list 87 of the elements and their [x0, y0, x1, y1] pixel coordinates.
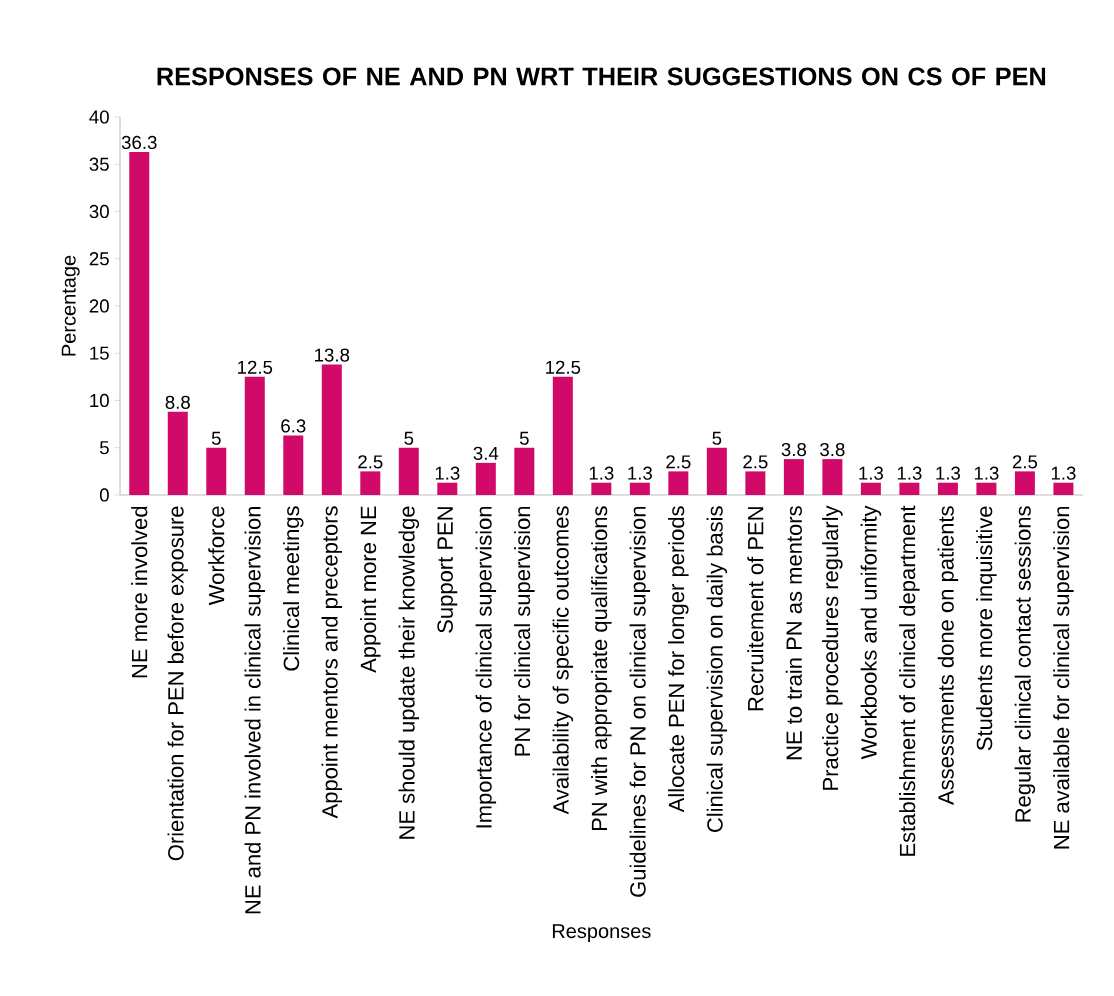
bar — [244, 376, 265, 495]
bar — [552, 376, 573, 495]
data-label: 1.3 — [589, 466, 614, 480]
bar — [206, 447, 227, 495]
y-tick-label: 40 — [89, 110, 109, 124]
data-label: 3.8 — [820, 442, 845, 457]
data-label: 1.3 — [936, 466, 961, 480]
bar — [899, 482, 920, 495]
data-label: 1.3 — [859, 466, 884, 480]
bar — [398, 447, 419, 495]
y-tick-label: 25 — [89, 252, 109, 266]
x-tick-label: NE more involved — [131, 506, 148, 678]
bar — [860, 482, 881, 495]
x-tick-label: PN with appropriate qualifications — [591, 506, 612, 831]
data-label: 5 — [519, 431, 529, 445]
data-label: 5 — [211, 431, 221, 445]
bar — [321, 364, 342, 495]
y-tick-label: 0 — [99, 488, 109, 502]
data-label: 2.5 — [743, 455, 768, 469]
data-label: 2.5 — [666, 455, 691, 469]
y-axis-title: Percentage — [61, 255, 80, 356]
bar — [629, 482, 650, 495]
data-label: 1.3 — [628, 466, 652, 480]
x-tick-label: Allocate PEN for longer periods — [668, 506, 689, 813]
y-tick-label: 10 — [90, 393, 109, 408]
chart-title: RESPONSES OF NE AND PN WRT THEIR SUGGESTIONS ON CS OF PEN — [157, 67, 1046, 86]
x-tick-label: NE and PN involved in clinical supervision — [244, 506, 266, 914]
x-tick-label: Regular clinical contact sessions — [1014, 506, 1036, 822]
x-tick-label: Clinical meetings — [283, 506, 304, 671]
x-tick-label: Recruitement of PEN — [747, 507, 764, 711]
y-tick-label: 35 — [89, 157, 109, 171]
bar — [167, 411, 188, 495]
y-tick-label: 5 — [99, 441, 109, 455]
bar — [514, 447, 535, 495]
bar — [745, 471, 766, 495]
bar — [937, 482, 958, 495]
x-tick-label: NE available for clinical supervision — [1053, 506, 1074, 849]
data-label: 1.3 — [1051, 466, 1076, 480]
data-label: 8.8 — [165, 395, 190, 409]
data-label: 5 — [404, 431, 414, 445]
data-label: 2.5 — [358, 455, 383, 469]
x-tick-label: Clinical supervision on daily basis — [706, 506, 728, 832]
x-tick-label: NE to train PN as mentors — [785, 506, 802, 760]
x-tick-label: PN for clinical supervision — [514, 506, 535, 756]
y-tick-label: 30 — [89, 204, 109, 219]
x-tick-label: Guidelines for PN on clinical supervision — [629, 506, 651, 897]
y-tick-label: 20 — [89, 299, 109, 313]
x-tick-label: Establishment of clinical department — [899, 505, 920, 856]
data-label: 1.3 — [897, 466, 922, 480]
data-label: 12.5 — [238, 360, 273, 374]
data-label: 3.8 — [781, 442, 807, 457]
x-tick-label: Orientation for PEN before exposure — [167, 506, 189, 861]
x-tick-label: Support PEN — [437, 507, 458, 633]
bar — [360, 471, 381, 495]
x-tick-label: Students more inquisitive — [976, 506, 997, 751]
bar — [783, 459, 804, 495]
x-tick-label: Availability of specific outcomes — [552, 506, 574, 815]
bar — [822, 459, 843, 495]
x-tick-label: Assessments done on patients — [937, 506, 959, 805]
bar — [437, 482, 458, 495]
x-tick-label: Importance of clinical supervision — [475, 506, 497, 828]
x-tick-label: Workbooks and uniformity — [860, 505, 882, 760]
bar — [976, 482, 997, 495]
bar — [1014, 471, 1035, 495]
data-label: 1.3 — [974, 466, 999, 480]
bar — [129, 151, 150, 495]
bar — [1053, 482, 1074, 495]
x-tick-label: Appoint more NE — [360, 506, 381, 673]
bar — [283, 435, 304, 495]
data-label: 1.3 — [435, 466, 460, 480]
x-tick-label: NE should update their knowledge — [398, 506, 420, 839]
bar — [668, 471, 689, 495]
data-label: 2.5 — [1012, 455, 1038, 469]
x-tick-label: Workforce — [208, 506, 225, 606]
y-tick-label: 15 — [90, 346, 109, 360]
data-label: 36.3 — [121, 135, 157, 150]
bar — [591, 482, 612, 495]
data-label: 6.3 — [281, 419, 306, 433]
data-label: 13.8 — [315, 348, 350, 362]
x-tick-label: Appoint mentors and preceptors — [321, 506, 343, 819]
x-axis-title: Responses — [552, 924, 651, 943]
data-label: 5 — [712, 431, 722, 445]
bar — [706, 447, 727, 495]
data-label: 3.4 — [473, 446, 499, 460]
bar — [475, 462, 496, 495]
data-label: 12.5 — [546, 360, 581, 374]
x-tick-label: Practice procedures regularly — [822, 505, 843, 790]
